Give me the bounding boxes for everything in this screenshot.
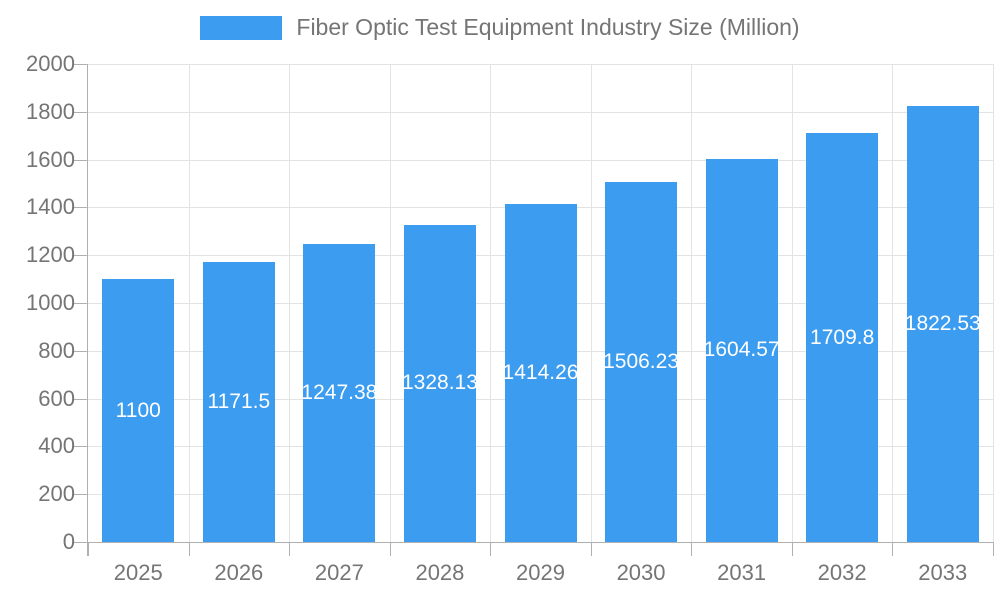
bar-2032[interactable]: 1709.8 [806, 133, 879, 542]
bar-value-label: 1604.57 [705, 338, 778, 362]
y-axis-label: 2000 [26, 51, 75, 76]
x-gridline [691, 64, 693, 542]
y-tick [73, 303, 87, 304]
bar-value-label: 1328.13 [403, 371, 476, 395]
x-tick [88, 542, 89, 556]
x-tick [188, 542, 190, 556]
x-tick [389, 542, 391, 556]
legend[interactable]: Fiber Optic Test Equipment Industry Size… [0, 14, 1000, 41]
x-gridline [389, 64, 391, 542]
x-tick [691, 542, 693, 556]
y-axis-label: 600 [38, 385, 75, 411]
bar-2033[interactable]: 1822.53 [906, 106, 979, 542]
y-tick [73, 159, 87, 161]
x-gridline [590, 64, 592, 542]
x-axis-label-2032: 2032 [817, 560, 867, 585]
y-tick [73, 207, 87, 209]
bar-value-label: 1709.8 [810, 325, 875, 349]
x-tick [590, 542, 592, 556]
x-axis-label-2026: 2026 [214, 560, 264, 585]
y-tick [73, 64, 87, 65]
bar-value-label: 1171.5 [207, 390, 271, 413]
x-gridline [490, 64, 492, 542]
bar-2027[interactable]: 1247.38 [303, 243, 376, 542]
x-gridline [993, 64, 994, 542]
x-gridline [289, 64, 291, 542]
x-axis-line [87, 542, 993, 543]
bar-value-label: 1247.38 [303, 380, 376, 404]
y-tick [73, 255, 87, 257]
x-tick [993, 542, 994, 556]
x-axis-label-2028: 2028 [415, 560, 465, 585]
y-axis-label: 0 [62, 529, 75, 554]
x-axis-label-2027: 2027 [314, 560, 364, 585]
bar-2031[interactable]: 1604.57 [705, 158, 778, 542]
y-gridline [88, 111, 993, 113]
y-tick [73, 398, 87, 400]
bar-2029[interactable]: 1414.26 [504, 204, 577, 542]
x-tick [289, 542, 291, 556]
y-axis-label: 1200 [26, 242, 75, 268]
y-axis-label: 1000 [26, 290, 75, 315]
bar-2026[interactable]: 1171.5 [202, 262, 275, 542]
x-tick [490, 542, 492, 556]
x-tick [892, 542, 894, 556]
x-tick [791, 542, 793, 556]
bar-2028[interactable]: 1328.13 [403, 224, 476, 542]
x-gridline [791, 64, 793, 542]
bar-value-label: 1100 [115, 398, 161, 422]
bar-2030[interactable]: 1506.23 [605, 182, 678, 542]
bar-value-label: 1506.23 [605, 350, 678, 373]
x-axis-label-2033: 2033 [918, 560, 968, 585]
y-axis-line [87, 64, 88, 556]
y-tick [73, 542, 87, 543]
x-gridline [188, 64, 190, 542]
x-axis-label-2030: 2030 [616, 560, 666, 585]
x-gridline [892, 64, 894, 542]
y-axis-label: 1800 [26, 98, 75, 124]
y-tick [73, 494, 87, 496]
y-axis-label: 1600 [26, 146, 75, 172]
x-axis-label-2031: 2031 [717, 560, 767, 585]
bar-value-label: 1822.53 [906, 312, 979, 336]
y-axis-label: 800 [38, 337, 75, 363]
plot-area: 0 200 400 600 800 1000 1200 1400 1600 1800 2000 110… [26, 51, 994, 585]
y-gridline [88, 159, 993, 161]
bar-value-label: 1414.26 [504, 361, 577, 384]
y-tick [73, 446, 87, 448]
x-axis-label-2029: 2029 [516, 560, 565, 585]
x-axis-label-2025: 2025 [113, 560, 163, 585]
y-tick [73, 111, 87, 113]
y-axis-label: 200 [38, 481, 75, 507]
y-tick [73, 350, 87, 352]
chart-title: Fiber Optic Test Equipment Industry Size… [296, 14, 800, 40]
legend-swatch-icon [200, 15, 283, 40]
bar-2025[interactable]: 1100 [102, 279, 175, 542]
y-axis-label: 400 [38, 433, 75, 459]
y-axis-label: 1400 [26, 194, 75, 220]
y-gridline [88, 64, 993, 65]
